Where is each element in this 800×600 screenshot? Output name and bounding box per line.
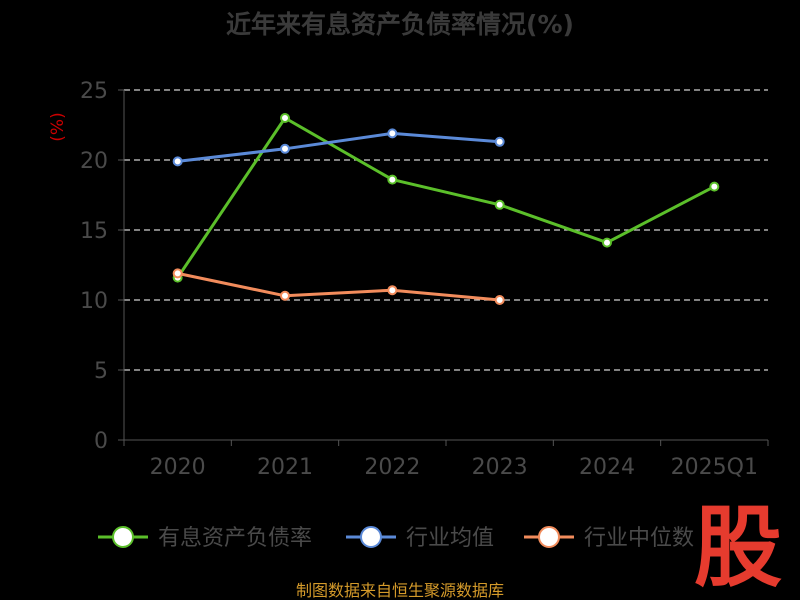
x-tick-label: 2022	[364, 455, 420, 480]
y-tick-label: 15	[80, 219, 108, 244]
data-point	[494, 199, 505, 210]
data-point	[172, 156, 183, 167]
brand-logo: 股	[694, 496, 782, 599]
y-tick-label: 20	[80, 149, 108, 174]
legend-label: 有息资产负债率	[158, 526, 312, 551]
y-tick-label: 0	[94, 429, 108, 454]
source-note: 制图数据来自恒生聚源数据库	[296, 581, 504, 600]
y-tick-labels: 0 5 10 15 20 25	[80, 79, 108, 454]
data-point	[494, 295, 505, 305]
y-axis-unit: (%)	[48, 112, 68, 141]
legend-swatch-marker	[538, 526, 560, 548]
data-point	[280, 143, 290, 154]
series-line-2	[177, 271, 500, 302]
data-point	[494, 136, 505, 147]
data-point	[387, 285, 398, 296]
x-tick-label: 2020	[150, 455, 206, 480]
x-tick-label: 2024	[579, 455, 635, 480]
series-line-0	[176, 116, 716, 279]
x-tick-labels: 2020 2021 2022 2023 2024 2025Q1	[150, 455, 758, 480]
chart-title: 近年来有息资产负债率情况(%)	[226, 10, 574, 39]
legend-label: 行业均值	[406, 526, 494, 551]
axes	[123, 90, 769, 446]
x-tick-label: 2025Q1	[671, 455, 758, 480]
data-point	[280, 113, 290, 123]
y-tick-label: 5	[94, 359, 108, 384]
series-lines	[172, 113, 720, 305]
data-point	[280, 290, 290, 301]
y-tick-label: 25	[80, 79, 108, 104]
legend-label: 行业中位数	[584, 526, 694, 551]
x-tick-label: 2021	[257, 455, 313, 480]
legend-swatch-marker	[360, 526, 382, 548]
x-tick-label: 2023	[472, 455, 528, 480]
grid-lines	[118, 89, 768, 441]
data-point	[387, 128, 398, 139]
series-line-1	[177, 131, 500, 163]
data-point	[709, 181, 720, 192]
data-point	[602, 237, 612, 248]
data-point	[387, 174, 398, 185]
data-point	[172, 268, 183, 279]
legend[interactable]: 有息资产负债率 行业均值 行业中位数	[98, 526, 694, 551]
y-tick-label: 10	[80, 289, 108, 314]
legend-swatch-marker	[112, 526, 134, 548]
